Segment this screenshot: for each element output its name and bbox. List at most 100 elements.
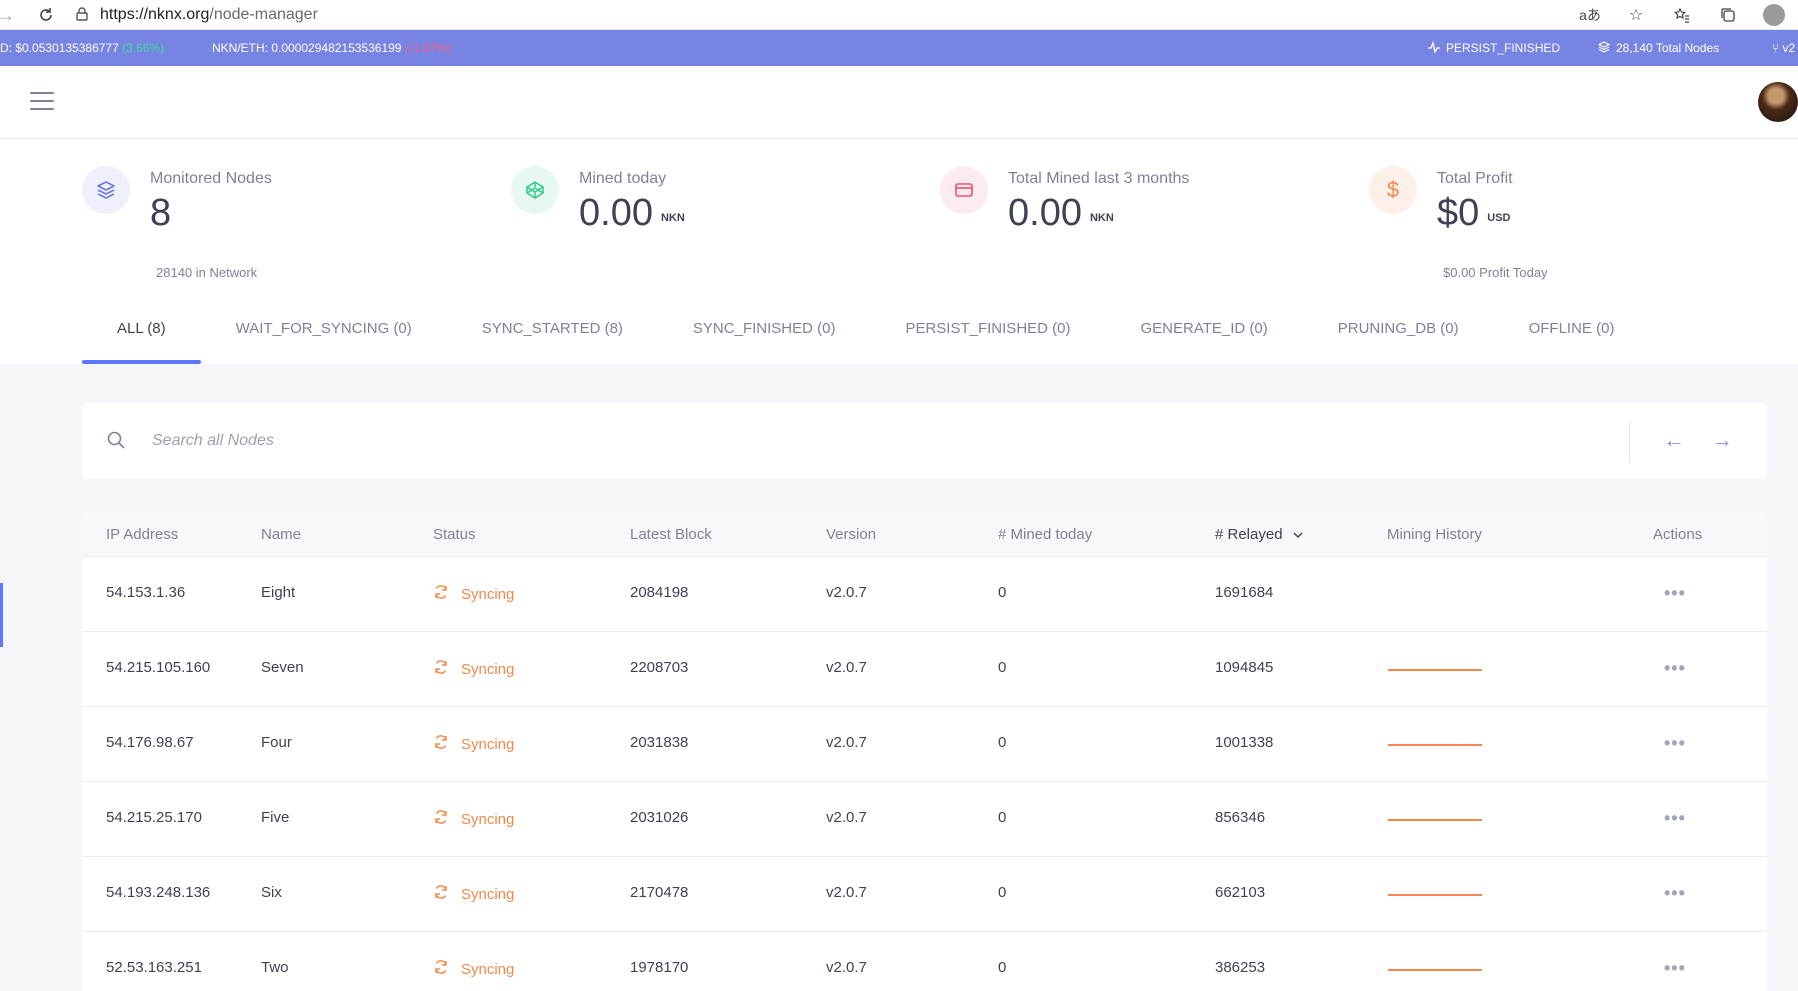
col-mining-history[interactable]: Mining History (1387, 526, 1483, 543)
more-actions-icon[interactable]: ••• (1664, 808, 1686, 828)
tab-pruning-db[interactable]: PRUNING_DB (0) (1337, 320, 1459, 337)
tab-persist-finished[interactable]: PERSIST_FINISHED (0) (905, 320, 1071, 337)
collections-icon[interactable] (1708, 1, 1748, 29)
cell-version: v2.0.7 (826, 959, 867, 976)
menu-icon[interactable] (30, 92, 54, 112)
cell-name: Four (261, 734, 292, 751)
stat-value: 8 (150, 192, 172, 234)
more-actions-icon[interactable]: ••• (1664, 733, 1686, 753)
sync-icon (433, 659, 449, 679)
back-icon[interactable]: → (0, 4, 15, 25)
lock-icon (76, 6, 100, 24)
cell-ip: 54.176.98.67 (106, 734, 194, 751)
next-page-icon[interactable]: → (1711, 427, 1733, 452)
status-text: Syncing (461, 585, 515, 603)
more-actions-icon[interactable]: ••• (1664, 883, 1686, 903)
col-status[interactable]: Status (433, 526, 476, 543)
cell-latest-block: 2031838 (630, 734, 689, 751)
cell-version: v2.0.7 (826, 659, 867, 676)
favorites-icon[interactable] (1662, 1, 1702, 29)
reload-icon[interactable] (32, 1, 60, 29)
stat-label: Total Mined last 3 months (1008, 170, 1190, 187)
stat-unit: USD (1487, 212, 1511, 224)
ticker-usd-change: (3.66%) (122, 41, 165, 55)
cell-mined-today: 0 (998, 959, 1007, 976)
col-actions: Actions (1653, 526, 1703, 543)
tab-generate-id[interactable]: GENERATE_ID (0) (1140, 320, 1268, 337)
address-bar[interactable]: https://nknx.org/node-manager (76, 2, 1576, 28)
layers-icon (1597, 40, 1611, 56)
cell-ip: 54.215.25.170 (106, 809, 202, 826)
col-version[interactable]: Version (826, 526, 877, 543)
col-ip[interactable]: IP Address (106, 526, 179, 543)
tab-all[interactable]: ALL (8) (82, 296, 201, 364)
sync-icon (433, 584, 449, 604)
status-text: Syncing (461, 885, 515, 903)
dollar-icon: $ (1369, 166, 1417, 214)
app-header (0, 66, 1798, 139)
sync-icon (433, 734, 449, 754)
cell-name: Two (261, 959, 289, 976)
credit-card-icon (940, 166, 988, 214)
ticker-total-nodes: 28,140 Total Nodes (1597, 40, 1719, 56)
cell-mined-today: 0 (998, 734, 1007, 751)
cell-version: v2.0.7 (826, 734, 867, 751)
ticker-status: PERSIST_FINISHED (1428, 40, 1560, 56)
cell-version: v2.0.7 (826, 584, 867, 601)
stat-sub: 28140 in Network (156, 265, 258, 280)
table-row[interactable]: 54.193.248.136 Six Syncing 2170478 v2.0.7 0 66… (82, 857, 1767, 932)
mining-history-sparkline (1388, 744, 1482, 746)
sidebar-indicator (0, 583, 3, 647)
cell-name: Seven (261, 659, 304, 676)
stat-label: Total Profit (1437, 170, 1513, 187)
status-tabs: ALL (8) WAIT_FOR_SYNCING (0) SYNC_STARTE… (82, 296, 1649, 364)
cell-latest-block: 2170478 (630, 884, 689, 901)
cell-relayed: 386253 (1215, 959, 1266, 976)
table-header: IP Address Name Status Latest Block Vers… (82, 512, 1767, 557)
search-input[interactable] (152, 421, 1652, 461)
translate-icon[interactable]: aあ (1579, 7, 1601, 23)
price-ticker: D: $0.0530135386777 (3.66%) NKN/ETH: 0.0… (0, 30, 1798, 66)
status-text: Syncing (461, 960, 515, 978)
col-latest-block[interactable]: Latest Block (630, 526, 712, 543)
cell-name: Eight (261, 584, 296, 601)
tab-wait-for-syncing[interactable]: WAIT_FOR_SYNCING (0) (235, 320, 412, 337)
stat-label: Mined today (579, 170, 667, 187)
tab-offline[interactable]: OFFLINE (0) (1528, 320, 1615, 337)
more-actions-icon[interactable]: ••• (1664, 583, 1686, 603)
cell-status: Syncing (433, 959, 514, 979)
more-actions-icon[interactable]: ••• (1664, 958, 1686, 978)
tab-sync-finished[interactable]: SYNC_FINISHED (0) (692, 320, 836, 337)
tab-sync-started[interactable]: SYNC_STARTED (8) (481, 320, 623, 337)
stat-sub: $0.00 Profit Today (1443, 265, 1548, 280)
star-add-icon[interactable]: ☆ (1628, 7, 1644, 24)
codepen-icon (511, 166, 559, 214)
more-actions-icon[interactable]: ••• (1664, 658, 1686, 678)
table-row[interactable]: 54.215.25.170 Five Syncing 2031026 v2.0.7 0 85… (82, 782, 1767, 857)
cell-status: Syncing (433, 809, 514, 829)
url-host: https://nknx.org (100, 6, 210, 23)
stat-label: Monitored Nodes (150, 170, 272, 187)
cell-latest-block: 1978170 (630, 959, 689, 976)
activity-icon (1428, 40, 1440, 56)
sync-icon (433, 809, 449, 829)
col-mined-today[interactable]: # Mined today (998, 526, 1093, 543)
cell-name: Five (261, 809, 290, 826)
table-row[interactable]: 54.153.1.36 Eight Syncing 2084198 v2.0.7 0 169… (82, 557, 1767, 632)
cell-mined-today: 0 (998, 659, 1007, 676)
col-name[interactable]: Name (261, 526, 302, 543)
previous-page-icon[interactable]: ← (1663, 427, 1685, 452)
profile-icon[interactable] (1754, 1, 1794, 29)
col-relayed[interactable]: # Relayed (1215, 526, 1303, 543)
cell-ip: 54.193.248.136 (106, 884, 211, 901)
browser-toolbar: → https://nknx.org/node-manager aあ ☆ (0, 0, 1798, 30)
avatar[interactable] (1758, 82, 1798, 122)
table-row[interactable]: 54.215.105.160 Seven Syncing 2208703 v2.0.7 0… (82, 632, 1767, 707)
cell-status: Syncing (433, 884, 514, 904)
ticker-eth: NKN/ETH: 0.000029482153536199 (-1.07%) (212, 41, 451, 55)
cell-latest-block: 2208703 (630, 659, 689, 676)
cell-relayed: 1691684 (1215, 584, 1274, 601)
table-row[interactable]: 54.176.98.67 Four Syncing 2031838 v2.0.7 0 100… (82, 707, 1767, 782)
table-row[interactable]: 52.53.163.251 Two Syncing 1978170 v2.0.7 0 386… (82, 932, 1767, 991)
cell-relayed: 1094845 (1215, 659, 1274, 676)
